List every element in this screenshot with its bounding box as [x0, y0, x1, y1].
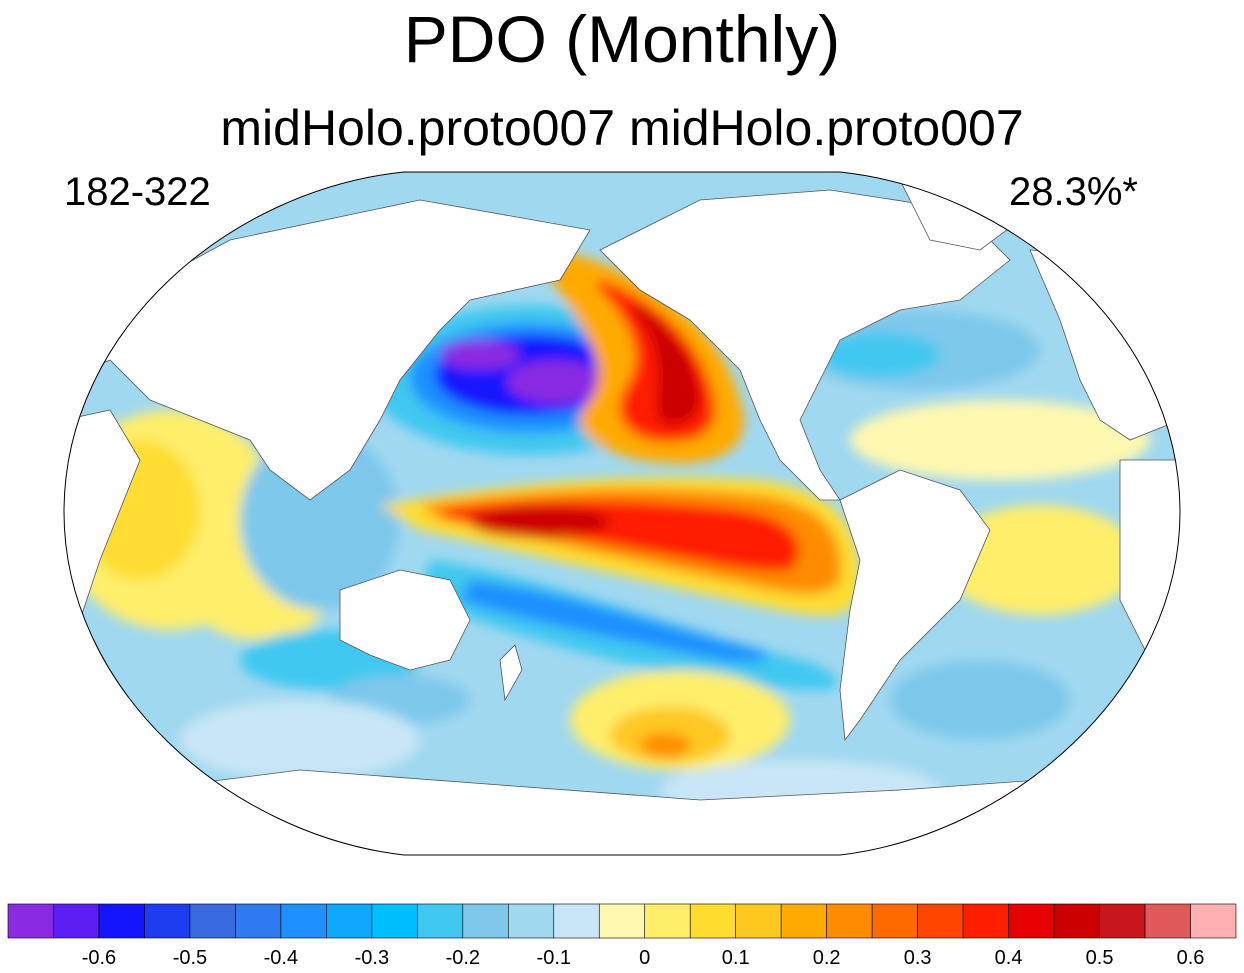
colorbar-swatch: [826, 903, 873, 939]
colorbar-swatch: [507, 903, 555, 939]
pdo-map: [63, 171, 1181, 856]
colorbar-swatch: [235, 903, 282, 939]
colorbar-swatch: [144, 903, 191, 939]
colorbar-swatch: [871, 903, 918, 939]
colorbar-tick-label: -0.2: [446, 947, 480, 969]
colorbar-swatch: [553, 903, 600, 939]
colorbar-tick-label: 0.4: [995, 947, 1023, 969]
colorbar-swatch: [1144, 903, 1191, 939]
colorbar: -0.6 -0.5 -0.4 -0.3 -0.2 -0.1 0 0.1 0.2 0.3 0.4 0.5…: [7, 903, 1237, 969]
colorbar-swatch: [917, 903, 964, 939]
map-subtitle: midHolo.proto007 midHolo.proto007: [220, 100, 1024, 156]
colorbar-swatch: [644, 903, 691, 939]
globe-outline: [63, 171, 1181, 856]
colorbar-tick-label: -0.6: [82, 947, 116, 969]
colorbar-swatch: [98, 903, 145, 939]
colorbar-tick-label: 0.3: [904, 947, 932, 969]
colorbar-swatch: [780, 903, 827, 939]
colorbar-swatch: [7, 903, 54, 939]
ocean-field: [64, 172, 1180, 855]
colorbar-swatch: [326, 903, 373, 939]
colorbar-swatch: [1190, 903, 1237, 939]
colorbar-swatch: [598, 903, 646, 939]
colorbar-swatch: [189, 903, 236, 939]
variance-label: 28.3%*: [1009, 170, 1138, 214]
colorbar-swatch: [1053, 903, 1100, 939]
colorbar-swatch: [417, 903, 464, 939]
colorbar-tick-label: -0.4: [264, 947, 298, 969]
map-title: PDO (Monthly): [403, 2, 841, 76]
colorbar-swatch: [1099, 903, 1146, 939]
colorbar-tick-label: -0.1: [537, 947, 571, 969]
colorbar-swatch: [371, 903, 418, 939]
colorbar-tick-label: 0.1: [722, 947, 750, 969]
colorbar-tick-label: 0: [639, 947, 650, 969]
colorbar-tick-label: -0.3: [355, 947, 389, 969]
colorbar-tick-label: -0.5: [173, 947, 207, 969]
colorbar-swatch: [735, 903, 782, 939]
colorbar-swatch: [53, 903, 100, 939]
colorbar-swatch: [1008, 903, 1055, 939]
colorbar-swatch: [962, 903, 1009, 939]
colorbar-tick-label: 0.5: [1086, 947, 1114, 969]
years-label: 182-322: [64, 170, 211, 214]
colorbar-swatch: [280, 903, 327, 939]
colorbar-tick-label: 0.6: [1177, 947, 1205, 969]
colorbar-swatch: [689, 903, 737, 939]
colorbar-swatch: [462, 903, 509, 939]
colorbar-tick-label: 0.2: [813, 947, 841, 969]
